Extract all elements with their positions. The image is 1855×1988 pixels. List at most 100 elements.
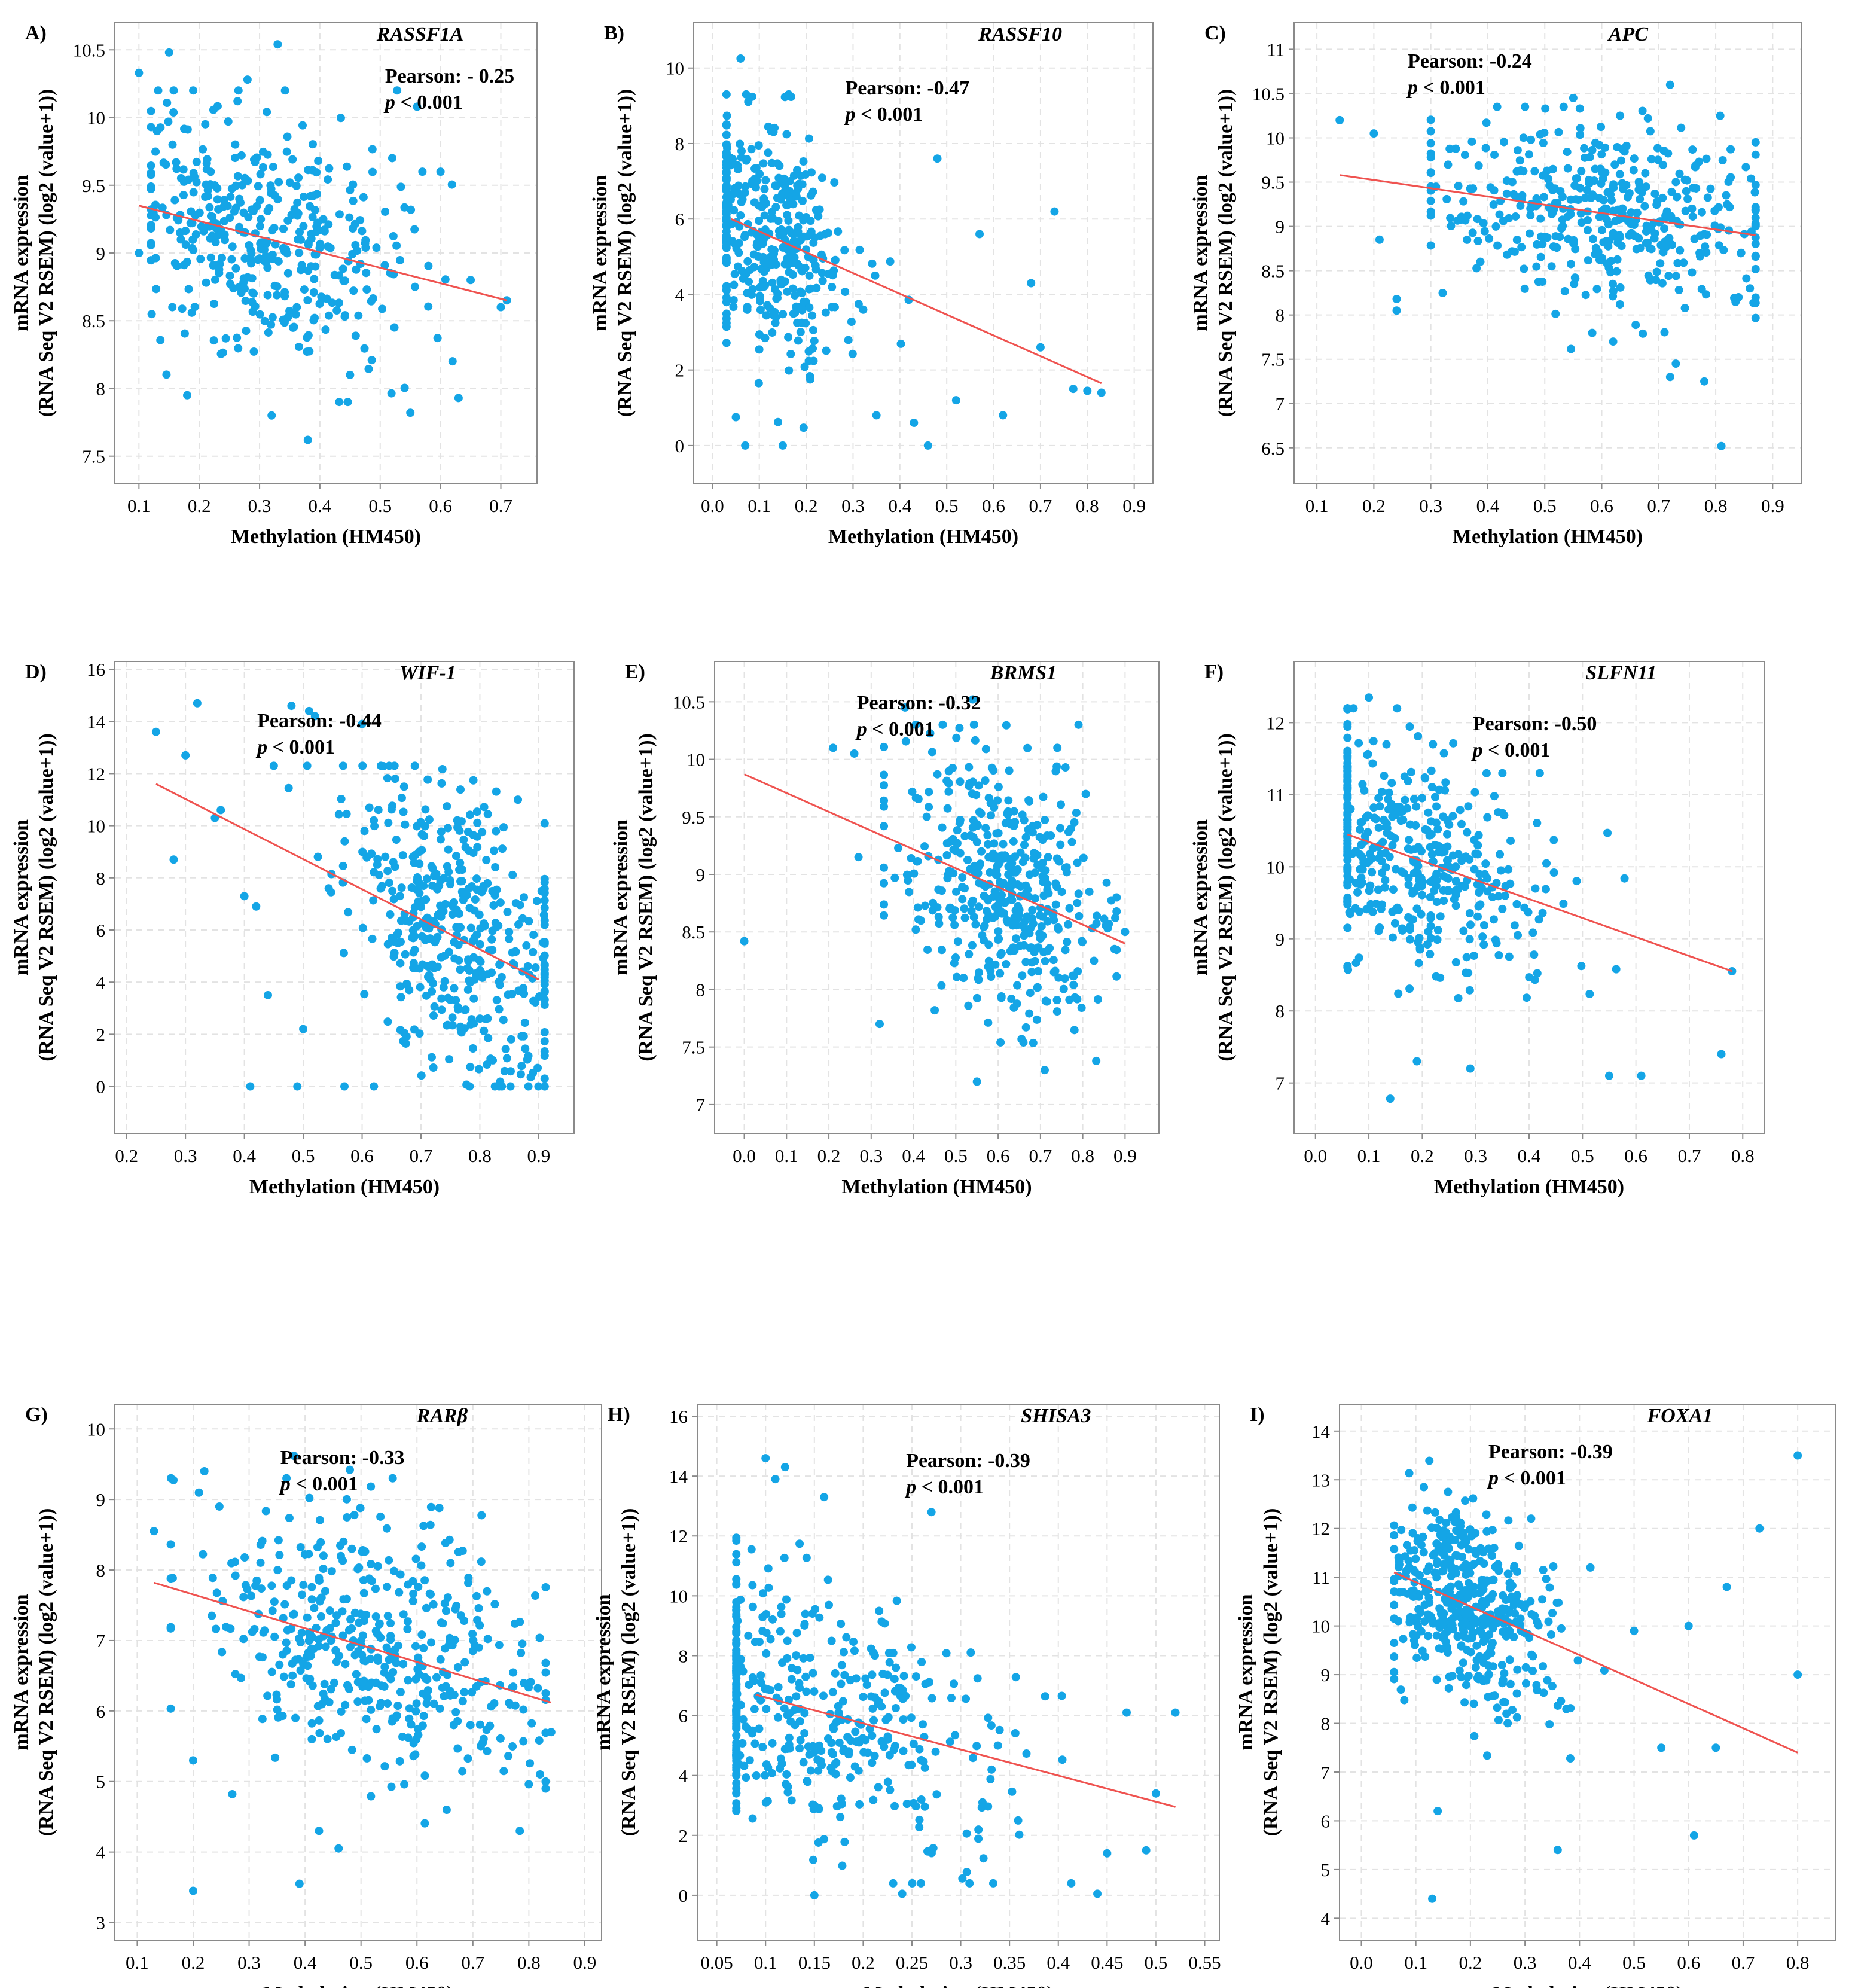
data-point bbox=[380, 261, 389, 270]
data-point bbox=[267, 184, 276, 193]
data-point bbox=[1439, 1526, 1448, 1535]
data-point bbox=[994, 927, 1003, 936]
x-tick-label: 0.15 bbox=[798, 1952, 831, 1973]
data-point bbox=[1423, 1566, 1432, 1575]
data-point bbox=[1093, 1889, 1102, 1898]
x-tick-label: 0.7 bbox=[410, 1145, 433, 1166]
data-points bbox=[135, 40, 511, 444]
data-point bbox=[868, 1758, 877, 1767]
x-tick-label: 0.3 bbox=[859, 1145, 883, 1166]
data-point bbox=[1492, 1619, 1501, 1628]
data-point bbox=[819, 1691, 828, 1700]
data-point bbox=[937, 981, 946, 990]
x-tick-label: 0.05 bbox=[701, 1952, 733, 1973]
data-point bbox=[1374, 794, 1383, 803]
data-point bbox=[202, 165, 211, 174]
data-point bbox=[180, 329, 189, 338]
data-point bbox=[1391, 810, 1400, 819]
data-point bbox=[748, 1581, 757, 1590]
data-point bbox=[1363, 751, 1372, 760]
data-point bbox=[1448, 812, 1457, 821]
data-point bbox=[1460, 882, 1469, 891]
data-point bbox=[953, 826, 962, 835]
data-point bbox=[325, 1606, 334, 1615]
data-point bbox=[403, 1617, 412, 1626]
data-point bbox=[1453, 1632, 1462, 1641]
data-point bbox=[1594, 248, 1603, 257]
data-point bbox=[911, 1672, 920, 1681]
data-point bbox=[1432, 1675, 1441, 1684]
data-point bbox=[348, 249, 357, 258]
data-point bbox=[1473, 215, 1482, 224]
data-point bbox=[1464, 1586, 1473, 1595]
x-tick-label: 0.9 bbox=[1122, 495, 1146, 516]
data-point bbox=[344, 1684, 353, 1693]
data-point bbox=[258, 163, 267, 172]
data-point bbox=[271, 1753, 280, 1762]
data-point bbox=[784, 333, 793, 342]
data-point bbox=[1393, 803, 1402, 812]
data-point bbox=[524, 917, 533, 926]
data-point bbox=[499, 823, 508, 832]
data-point bbox=[1083, 386, 1092, 395]
data-point bbox=[315, 1827, 324, 1835]
y-tick-label: 6 bbox=[679, 1706, 688, 1727]
data-point bbox=[795, 1744, 804, 1753]
data-point bbox=[734, 181, 743, 190]
pearson-label: Pearson: -0.33 bbox=[280, 1447, 405, 1469]
data-point bbox=[1479, 1638, 1488, 1646]
data-point bbox=[758, 1743, 767, 1752]
data-point bbox=[293, 198, 302, 207]
data-point bbox=[1527, 135, 1536, 144]
data-point bbox=[377, 882, 386, 891]
data-point bbox=[1496, 866, 1505, 875]
data-point bbox=[443, 802, 451, 811]
data-point bbox=[524, 1780, 533, 1789]
data-point bbox=[1482, 1527, 1491, 1536]
data-point bbox=[1576, 124, 1585, 133]
data-point bbox=[1454, 1580, 1463, 1589]
data-point bbox=[296, 1543, 305, 1552]
data-point bbox=[785, 1733, 794, 1742]
y-tick-label: 6 bbox=[1321, 1810, 1331, 1831]
data-point bbox=[300, 193, 309, 202]
data-point bbox=[848, 349, 857, 358]
data-point bbox=[1742, 274, 1751, 283]
data-point bbox=[344, 1626, 353, 1635]
data-point bbox=[890, 873, 899, 882]
data-point bbox=[408, 1577, 417, 1585]
data-point bbox=[419, 1712, 428, 1721]
data-point bbox=[484, 1033, 493, 1042]
data-point bbox=[468, 1688, 477, 1697]
data-point bbox=[327, 1567, 336, 1576]
data-point bbox=[466, 978, 475, 987]
data-point bbox=[399, 1660, 408, 1669]
data-point bbox=[412, 963, 421, 972]
data-point bbox=[967, 899, 976, 908]
data-point bbox=[852, 1674, 861, 1683]
data-point bbox=[764, 1564, 773, 1573]
data-point bbox=[762, 260, 771, 269]
data-point bbox=[180, 124, 189, 133]
data-point bbox=[184, 285, 193, 294]
data-point bbox=[319, 1564, 328, 1573]
data-point bbox=[440, 1691, 449, 1700]
data-point bbox=[1368, 907, 1377, 916]
data-point bbox=[1718, 156, 1727, 165]
p-value-label: p < 0.001 bbox=[1487, 1467, 1566, 1489]
data-point bbox=[1346, 910, 1354, 919]
y-tick-label: 9.5 bbox=[1261, 172, 1285, 193]
data-point bbox=[1503, 1569, 1512, 1578]
data-point bbox=[147, 123, 155, 132]
data-point bbox=[231, 154, 240, 163]
y-tick-label: 10 bbox=[666, 58, 684, 79]
data-point bbox=[905, 888, 914, 897]
data-point bbox=[234, 344, 243, 353]
plot-frame bbox=[1339, 1404, 1836, 1941]
data-point bbox=[1461, 1496, 1470, 1505]
data-point bbox=[429, 1699, 438, 1708]
data-point bbox=[454, 1005, 463, 1014]
data-point bbox=[855, 1738, 864, 1747]
data-point bbox=[1433, 825, 1442, 834]
data-point bbox=[1003, 881, 1012, 890]
